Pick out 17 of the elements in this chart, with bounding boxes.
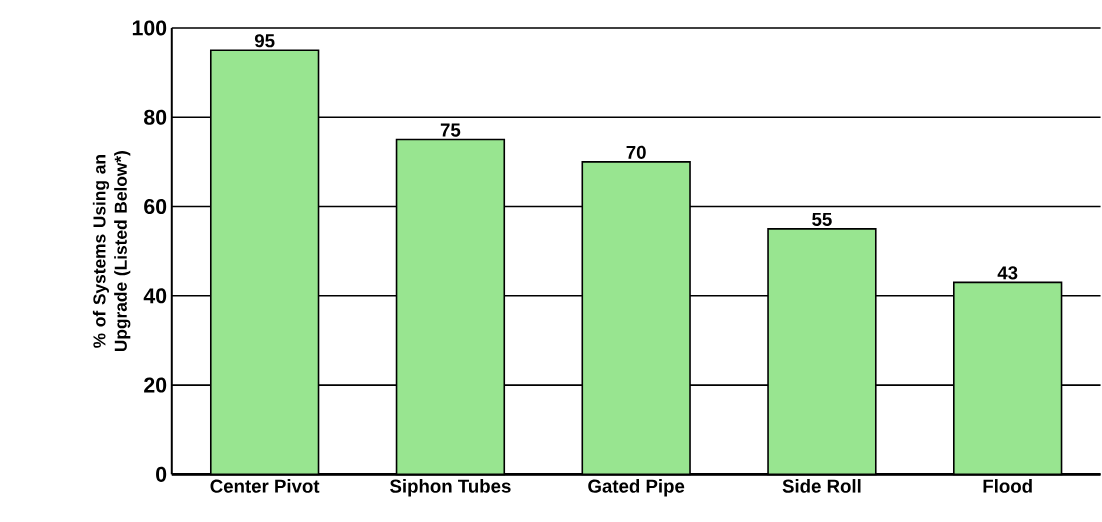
x-tick-label: Side Roll: [782, 478, 861, 493]
y-tick-label: 60: [144, 198, 167, 214]
data-label: 43: [997, 266, 1018, 280]
x-tick-label: Gated Pipe: [588, 478, 685, 497]
y-tick-label: 20: [144, 377, 167, 393]
data-label: 75: [440, 123, 461, 137]
y-tick-label: 40: [143, 288, 167, 304]
x-tick-label: Center Pivot: [210, 478, 320, 493]
data-label: 70: [626, 145, 646, 159]
y-tick-label: 100: [132, 20, 167, 36]
y-tick-label: 0: [156, 466, 167, 482]
y-tick-label: 80: [144, 109, 167, 125]
x-tick-label: Siphon Tubes: [390, 478, 511, 497]
data-label: 55: [812, 212, 832, 226]
x-tick-label: Flood: [983, 478, 1032, 493]
data-label: 95: [254, 33, 275, 48]
y-axis-title: % of Systems Using an Upgrade (Listed Below*): [92, 150, 131, 351]
